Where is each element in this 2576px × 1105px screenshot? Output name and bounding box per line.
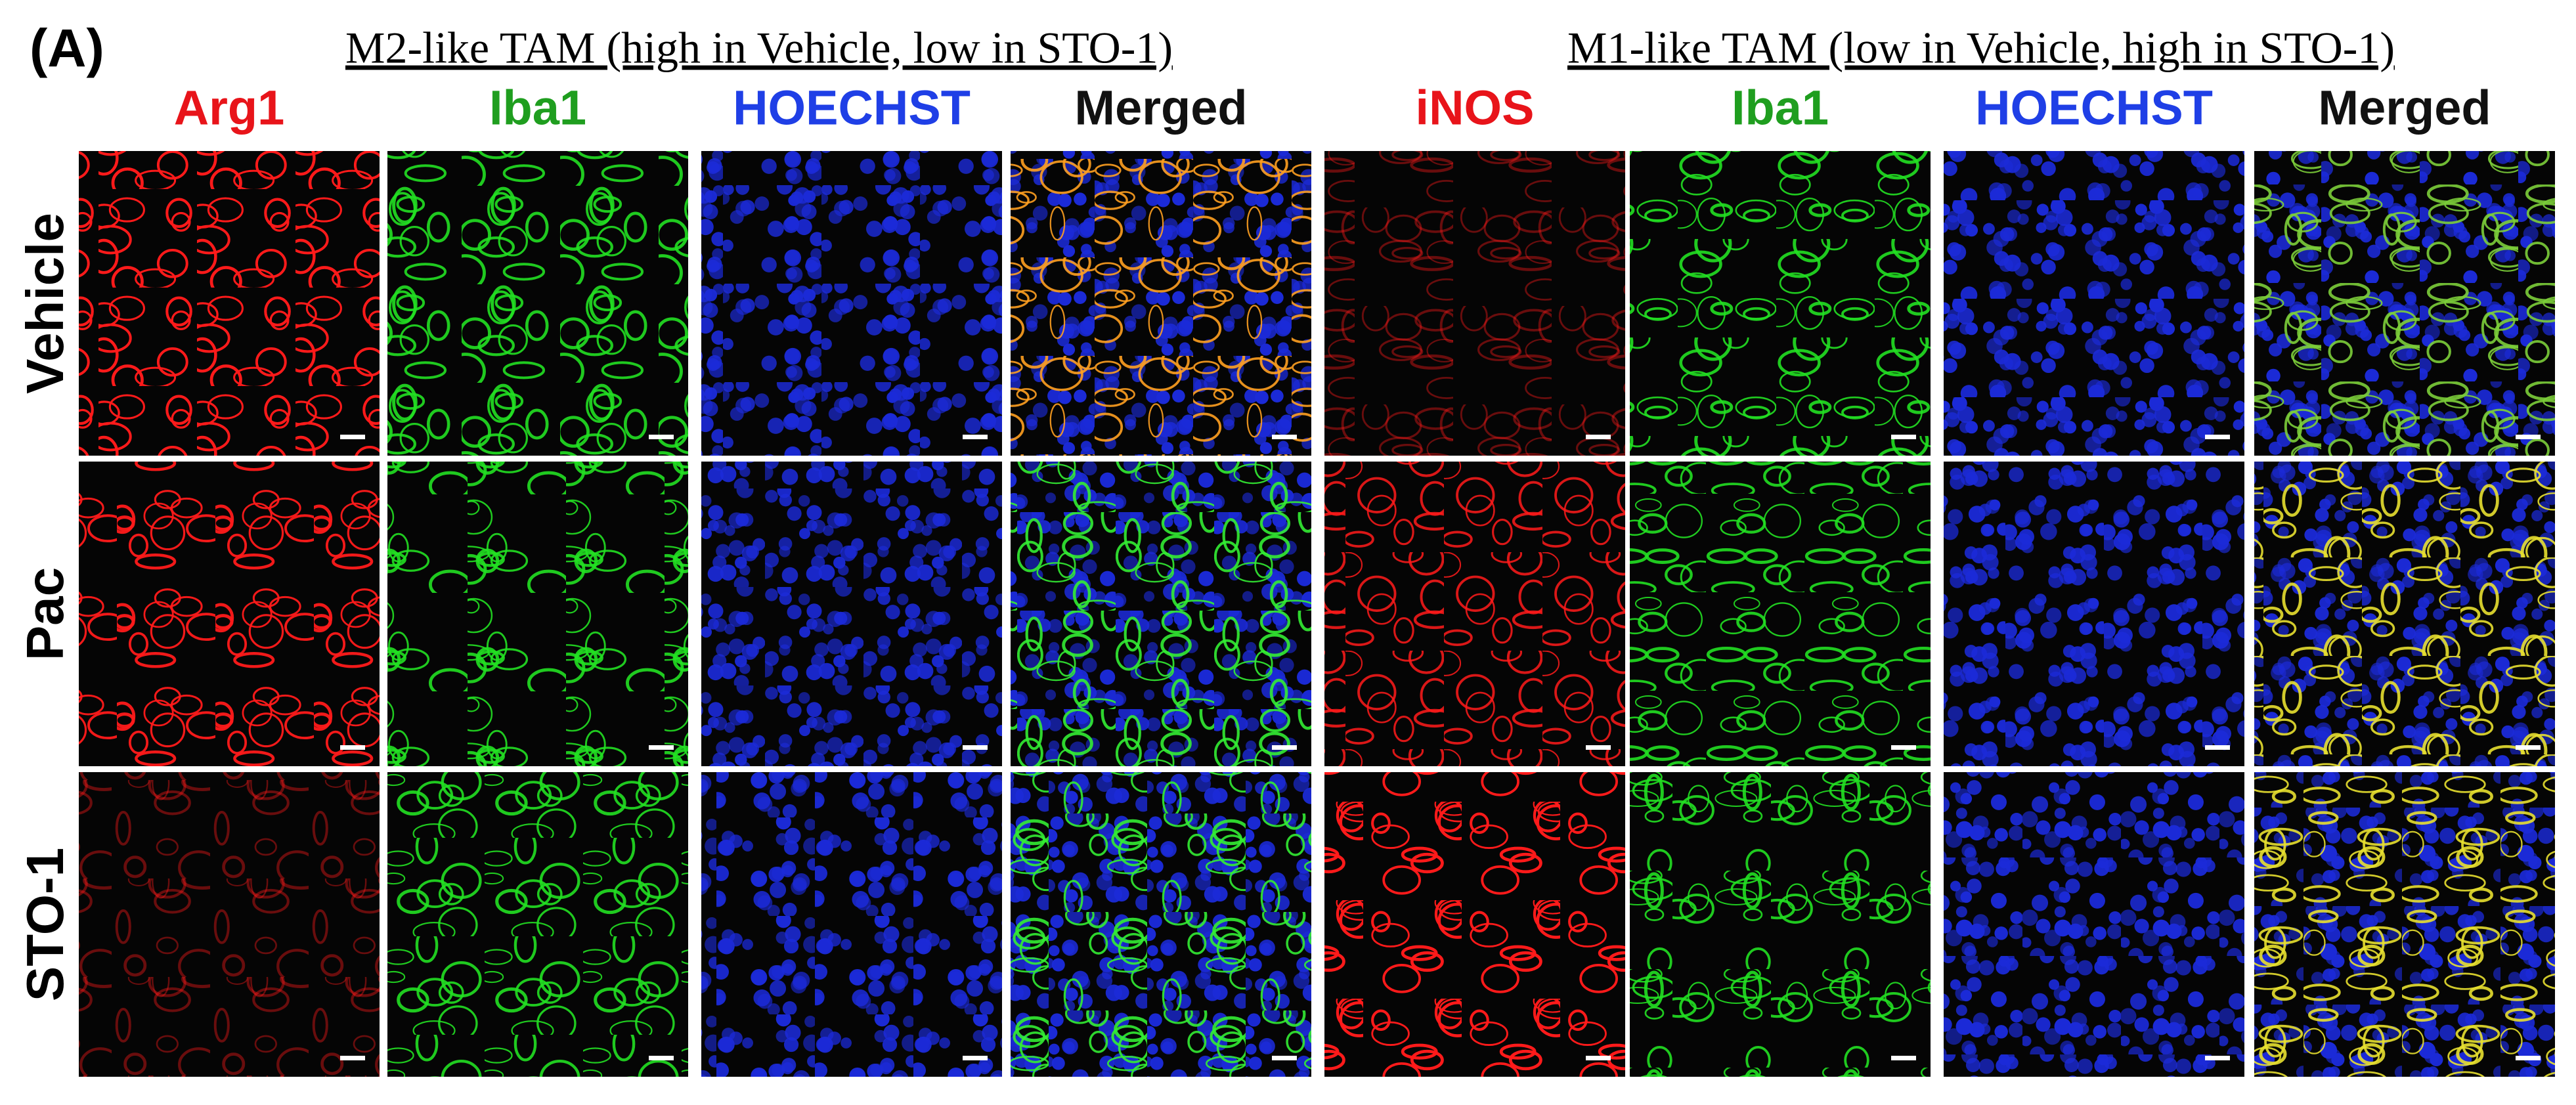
micrograph [79,151,380,456]
column-header: Merged [2318,81,2491,135]
micrograph [2254,151,2555,456]
image-tile [79,772,380,1077]
image-tile [1630,772,1931,1077]
column-header: Arg1 [174,81,285,135]
scale-bar [1272,745,1297,750]
scale-bar [340,1056,365,1060]
scale-bar [649,745,674,750]
scale-bar [340,435,365,439]
scale-bar [2205,435,2230,439]
micrograph [1324,462,1625,766]
image-tile [2254,462,2555,766]
image-tile [387,462,688,766]
scale-bar [963,435,988,439]
scale-bar [1586,1056,1611,1060]
micrograph [701,462,1002,766]
image-tile [1324,772,1625,1077]
micrograph [1944,772,2244,1077]
column-header: Iba1 [1732,81,1829,135]
micrograph [1011,772,1311,1077]
micrograph [2254,772,2555,1077]
scale-bar [2516,745,2541,750]
group-title: M1-like TAM (low in Vehicle, high in STO… [1567,23,2395,73]
scale-bar [1272,435,1297,439]
image-tile [1324,462,1625,766]
row-label: Pac [16,567,74,661]
image-tile [1630,151,1931,456]
image-tile [701,151,1002,456]
micrograph [387,772,688,1077]
image-tile [1011,772,1311,1077]
micrograph [387,151,688,456]
scale-bar [963,1056,988,1060]
row-label: STO-1 [16,848,74,1001]
micrograph [701,772,1002,1077]
image-tile [701,772,1002,1077]
column-header: HOECHST [733,81,971,135]
image-tile [387,772,688,1077]
scale-bar [1586,745,1611,750]
scale-bar [1272,1056,1297,1060]
panel-label: (A) [30,19,104,79]
micrograph [1011,151,1311,456]
image-tile [387,151,688,456]
image-tile [1944,772,2244,1077]
image-tile [1630,462,1931,766]
micrograph [387,462,688,766]
micrograph [1944,462,2244,766]
micrograph [1011,462,1311,766]
image-tile [1944,462,2244,766]
image-tile [79,462,380,766]
image-tile [701,462,1002,766]
image-tile [2254,151,2555,456]
column-header: Merged [1074,81,1247,135]
scale-bar [340,745,365,750]
column-header: Iba1 [489,81,586,135]
micrograph [1944,151,2244,456]
image-tile [2254,772,2555,1077]
micrograph [701,151,1002,456]
micrograph [79,772,380,1077]
row-label: Vehicle [16,213,74,394]
micrograph [1630,462,1931,766]
image-tile [1324,151,1625,456]
micrograph [79,462,380,766]
image-tile [1944,151,2244,456]
micrograph [2254,462,2555,766]
group-title: M2-like TAM (high in Vehicle, low in STO… [345,23,1173,73]
scale-bar [963,745,988,750]
scale-bar [1891,435,1916,439]
micrograph [1630,772,1931,1077]
image-tile [1011,462,1311,766]
scale-bar [649,1056,674,1060]
scale-bar [2516,435,2541,439]
column-header: iNOS [1416,81,1535,135]
image-tile [79,151,380,456]
scale-bar [1891,1056,1916,1060]
scale-bar [2205,1056,2230,1060]
scale-bar [2205,745,2230,750]
micrograph [1630,151,1931,456]
micrograph [1324,151,1625,456]
image-tile [1011,151,1311,456]
scale-bar [1586,435,1611,439]
column-header: HOECHST [1975,81,2213,135]
scale-bar [649,435,674,439]
scale-bar [1891,745,1916,750]
micrograph [1324,772,1625,1077]
scale-bar [2516,1056,2541,1060]
